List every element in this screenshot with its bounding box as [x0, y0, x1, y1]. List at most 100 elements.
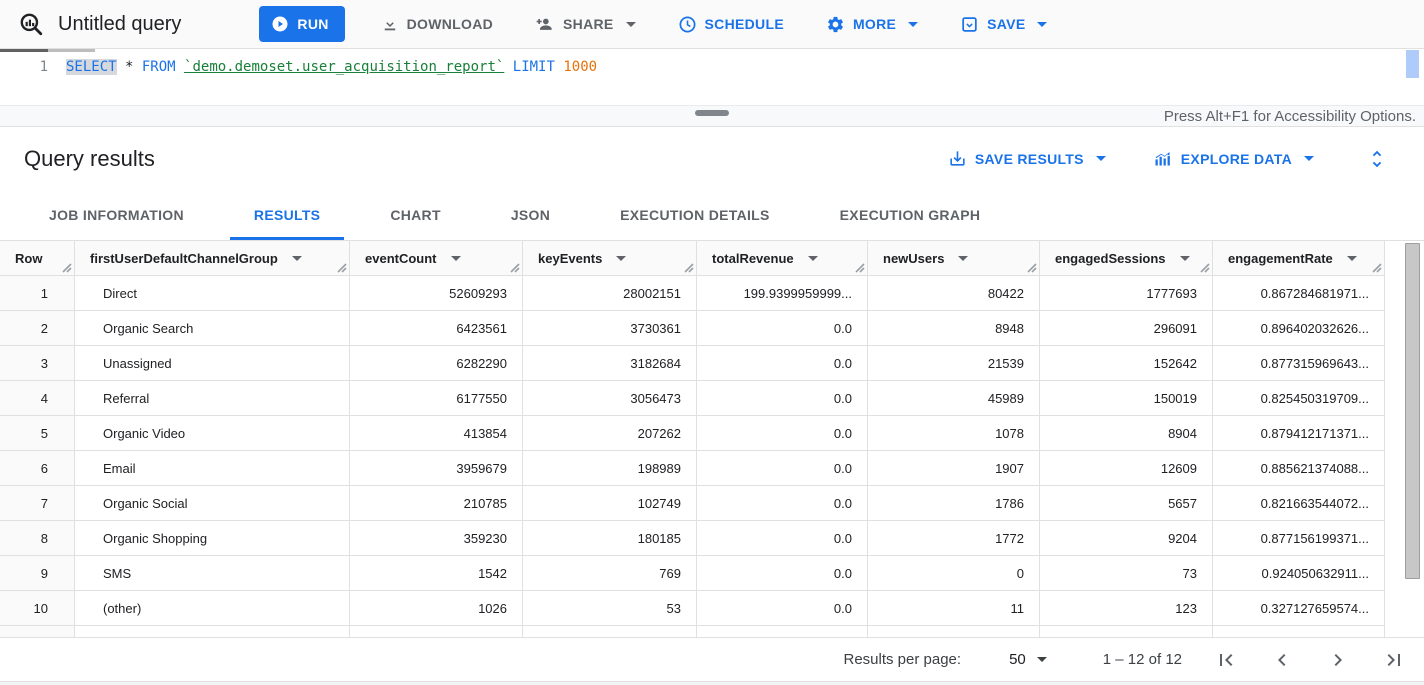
run-button[interactable]: RUN [259, 6, 345, 42]
tab-json[interactable]: JSON [510, 207, 551, 223]
row-number-cell[interactable]: 8 [0, 521, 75, 556]
column-header-firstUserDefaultChannelGroup[interactable]: firstUserDefaultChannelGroup [75, 241, 350, 276]
table-cell[interactable]: 8948 [868, 311, 1040, 346]
save-button[interactable]: SAVE [954, 6, 1053, 42]
row-number-cell[interactable]: 5 [0, 416, 75, 451]
table-cell[interactable]: 12609 [1040, 451, 1213, 486]
editor-scrollbar-thumb[interactable] [1406, 50, 1419, 78]
table-cell[interactable]: Organic Search [75, 311, 350, 346]
table-cell[interactable]: Direct [75, 276, 350, 311]
column-resize-grip[interactable] [684, 263, 694, 273]
table-cell[interactable]: 180185 [523, 521, 697, 556]
table-cell[interactable]: 207262 [523, 416, 697, 451]
column-resize-grip[interactable] [62, 263, 72, 273]
row-number-cell[interactable]: 7 [0, 486, 75, 521]
table-cell[interactable]: Organic Video [75, 416, 350, 451]
table-cell[interactable]: 0.821663544072... [1213, 486, 1385, 521]
table-cell[interactable]: 0.885621374088... [1213, 451, 1385, 486]
download-button[interactable]: DOWNLOAD [375, 6, 499, 42]
table-cell[interactable]: 123 [1040, 591, 1213, 626]
tab-job-information[interactable]: JOB INFORMATION [49, 207, 184, 223]
row-number-cell[interactable]: 3 [0, 346, 75, 381]
table-cell[interactable]: 0.896402032626... [1213, 311, 1385, 346]
table-cell[interactable]: 0.877315969643... [1213, 346, 1385, 381]
table-cell[interactable]: 6423561 [350, 311, 523, 346]
column-header-keyEvents[interactable]: keyEvents [523, 241, 697, 276]
table-cell[interactable]: 134 [523, 626, 697, 637]
table-cell[interactable]: 0.924050632911... [1213, 556, 1385, 591]
sort-menu-icon[interactable] [1346, 255, 1357, 261]
table-cell[interactable]: 21539 [868, 346, 1040, 381]
sort-menu-icon[interactable] [1179, 255, 1190, 261]
table-cell[interactable]: Unassigned [75, 346, 350, 381]
table-cell[interactable]: 1078 [868, 416, 1040, 451]
previous-page-button[interactable] [1270, 648, 1294, 672]
row-number-cell[interactable]: 9 [0, 556, 75, 591]
expand-panel-button[interactable] [1366, 148, 1388, 170]
save-results-button[interactable]: SAVE RESULTS [948, 149, 1106, 168]
table-cell[interactable]: 45989 [868, 381, 1040, 416]
table-cell[interactable]: 52609293 [350, 276, 523, 311]
table-cell[interactable]: 152642 [1040, 346, 1213, 381]
table-cell[interactable]: 53 [523, 591, 697, 626]
table-cell[interactable]: (other) [75, 591, 350, 626]
last-page-button[interactable] [1382, 648, 1406, 672]
tab-execution-graph[interactable]: EXECUTION GRAPH [839, 207, 981, 223]
table-cell[interactable]: 199.9399959999... [697, 276, 868, 311]
column-resize-grip[interactable] [1372, 263, 1382, 273]
table-cell[interactable]: 1542 [350, 556, 523, 591]
table-cell[interactable]: 0.0 [697, 591, 868, 626]
table-scrollbar-thumb[interactable] [1405, 243, 1420, 579]
next-page-button[interactable] [1326, 648, 1350, 672]
table-cell[interactable]: 0.0 [697, 521, 868, 556]
column-resize-grip[interactable] [510, 263, 520, 273]
table-cell[interactable]: 8 [868, 626, 1040, 637]
sort-menu-icon[interactable] [807, 255, 818, 261]
pane-resize-handle[interactable] [695, 110, 729, 116]
table-cell[interactable]: 6177550 [350, 381, 523, 416]
table-cell[interactable]: 0.0 [697, 311, 868, 346]
table-cell[interactable]: 0.327127659574... [1213, 591, 1385, 626]
tab-execution-details[interactable]: EXECUTION DETAILS [620, 207, 770, 223]
table-cell[interactable]: Email [75, 451, 350, 486]
table-cell[interactable]: 5657 [1040, 486, 1213, 521]
table-cell[interactable]: 73 [1040, 556, 1213, 591]
table-vertical-scrollbar[interactable] [1405, 243, 1421, 635]
table-cell[interactable]: 11 [868, 591, 1040, 626]
table-cell[interactable]: 1907 [868, 451, 1040, 486]
table-cell[interactable]: Referral [75, 381, 350, 416]
table-cell[interactable]: 198989 [523, 451, 697, 486]
row-number-cell[interactable]: 6 [0, 451, 75, 486]
column-header-engagementRate[interactable]: engagementRate [1213, 241, 1385, 276]
table-cell[interactable]: 0 [868, 556, 1040, 591]
table-cell[interactable]: 3730361 [523, 311, 697, 346]
table-cell[interactable]: 1772 [868, 521, 1040, 556]
column-header-engagedSessions[interactable]: engagedSessions [1040, 241, 1213, 276]
sql-code[interactable]: SELECT * FROM `demo.demoset.user_acquisi… [48, 57, 597, 77]
table-cell[interactable]: 413854 [350, 416, 523, 451]
row-number-cell[interactable]: 10 [0, 591, 75, 626]
table-cell[interactable]: 28002151 [523, 276, 697, 311]
tab-chart[interactable]: CHART [390, 207, 441, 223]
table-cell[interactable]: 0.0 [697, 346, 868, 381]
table-cell[interactable]: 1026 [350, 591, 523, 626]
table-cell[interactable]: 3182684 [523, 346, 697, 381]
schedule-button[interactable]: SCHEDULE [672, 6, 790, 42]
sort-menu-icon[interactable] [450, 255, 461, 261]
tab-results[interactable]: RESULTS [229, 190, 345, 240]
table-cell[interactable]: 0.0 [697, 556, 868, 591]
table-cell[interactable]: 47 [1040, 626, 1213, 637]
column-resize-grip[interactable] [1200, 263, 1210, 273]
sort-menu-icon[interactable] [616, 255, 627, 261]
table-cell[interactable]: 0.877156199371... [1213, 521, 1385, 556]
table-cell[interactable]: 769 [523, 556, 697, 591]
table-cell[interactable]: 80422 [868, 276, 1040, 311]
sql-code-line[interactable]: 1 SELECT * FROM `demo.demoset.user_acqui… [0, 49, 1424, 77]
sql-table-link[interactable]: `demo.demoset.user_acquisition_report` [184, 59, 505, 75]
explore-data-button[interactable]: EXPLORE DATA [1152, 148, 1314, 169]
table-cell[interactable]: 296091 [1040, 311, 1213, 346]
column-resize-grip[interactable] [855, 263, 865, 273]
more-button[interactable]: MORE [820, 6, 924, 42]
table-cell[interactable]: 3959679 [350, 451, 523, 486]
row-number-cell[interactable]: 2 [0, 311, 75, 346]
